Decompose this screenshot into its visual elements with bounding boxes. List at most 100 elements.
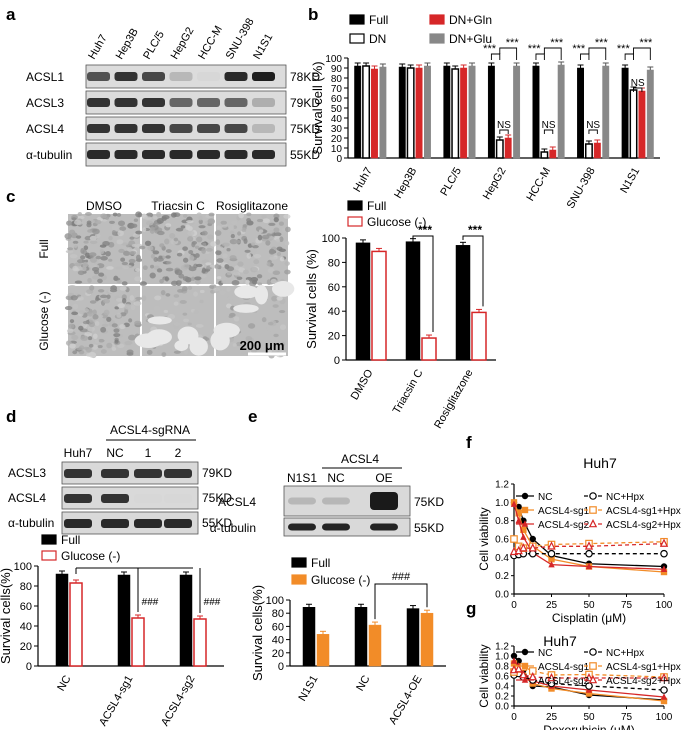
- cell-texture: [105, 250, 111, 257]
- cell-texture: [205, 247, 213, 252]
- bar: [117, 574, 131, 667]
- cell-texture: [159, 279, 164, 284]
- empty-area: [234, 285, 259, 299]
- cell-texture: [144, 216, 152, 220]
- cell-texture: [226, 286, 231, 292]
- cell-texture: [90, 257, 98, 263]
- y-tick-label: 60: [272, 621, 284, 633]
- cell-texture: [250, 266, 259, 273]
- y-tick-label: 1.2: [495, 480, 509, 491]
- cell-texture: [173, 237, 179, 242]
- cell-texture: [180, 225, 186, 229]
- data-point: [660, 697, 668, 705]
- data-point: [660, 568, 668, 576]
- cell-texture: [201, 230, 208, 236]
- cell-texture: [87, 326, 95, 332]
- cell-texture: [228, 225, 235, 231]
- cell-texture: [111, 229, 117, 236]
- cell-texture: [134, 320, 142, 326]
- panel-letter-d: d: [6, 407, 16, 426]
- cell-texture: [265, 348, 273, 354]
- cell-texture: [155, 257, 164, 262]
- significance-bracket: [543, 47, 562, 60]
- bar: [532, 65, 540, 159]
- protein-band: [64, 519, 92, 528]
- cell-texture: [183, 349, 189, 355]
- legend-swatch: [41, 534, 57, 545]
- cell-texture: [249, 249, 257, 254]
- x-category-label: PLC/5: [438, 166, 464, 198]
- protein-label: ACSL1: [26, 70, 64, 84]
- cell-texture: [144, 240, 152, 247]
- cell-texture: [216, 225, 221, 230]
- significance-bracket: [490, 53, 501, 60]
- legend-swatch: [291, 574, 307, 585]
- x-tick-label: 75: [621, 600, 633, 611]
- empty-area: [189, 337, 208, 356]
- cell-texture: [163, 309, 169, 313]
- bar: [584, 143, 593, 159]
- data-point: [585, 549, 593, 558]
- cell-texture: [89, 300, 97, 304]
- y-tick-label: 0.0: [495, 590, 509, 601]
- protein-band: [169, 72, 193, 81]
- cell-texture: [247, 323, 256, 329]
- micrograph-column-label: DMSO: [86, 199, 122, 213]
- cell-texture: [207, 234, 214, 240]
- cell-texture: [165, 267, 174, 272]
- y-tick-label: 100: [266, 595, 284, 607]
- cell-texture: [142, 227, 147, 232]
- cell-texture: [72, 240, 79, 244]
- y-axis-label: Survival cells(%): [250, 585, 265, 681]
- cell-texture: [182, 257, 189, 263]
- cell-texture: [272, 270, 281, 276]
- y-tick-label: 0.4: [495, 682, 509, 693]
- cell-texture: [92, 228, 100, 235]
- y-tick-label: 0.6: [495, 672, 509, 683]
- legend-label: Glucose (-): [367, 215, 426, 229]
- cell-texture: [266, 325, 274, 332]
- cell-texture: [188, 255, 195, 261]
- cell-texture: [97, 344, 103, 349]
- cell-texture: [276, 251, 281, 257]
- cell-texture: [278, 221, 284, 226]
- protein-band: [101, 469, 129, 478]
- cell-texture: [111, 323, 118, 328]
- significance-bracket: [624, 53, 634, 60]
- y-axis-label: Survival cells (%): [304, 249, 319, 349]
- cell-texture: [149, 272, 156, 279]
- bar: [131, 617, 145, 667]
- data-point: [548, 560, 555, 568]
- data-point: [519, 543, 528, 552]
- cell-texture: [73, 262, 82, 267]
- cell-texture: [80, 247, 85, 254]
- cell-texture: [199, 274, 207, 279]
- lane-label: N1S1: [251, 32, 275, 62]
- cell-texture: [119, 323, 126, 330]
- legend-label: ACSL4-sg1: [538, 506, 590, 517]
- lane-label: NC: [327, 471, 345, 485]
- cell-texture: [248, 343, 253, 350]
- cell-texture: [216, 246, 224, 251]
- cell-texture: [65, 249, 74, 254]
- protein-band: [114, 124, 138, 133]
- cell-texture: [216, 258, 224, 263]
- cell-texture: [284, 261, 290, 266]
- data-point: [521, 492, 529, 500]
- cell-texture: [113, 328, 120, 333]
- cell-texture: [84, 331, 93, 337]
- cell-texture: [268, 248, 275, 255]
- cell-texture: [198, 225, 206, 229]
- protein-band: [370, 492, 398, 510]
- cell-texture: [243, 238, 248, 244]
- cell-texture: [170, 212, 177, 218]
- cell-texture: [276, 296, 283, 301]
- cell-texture: [256, 218, 264, 223]
- legend-label: ACSL4-sg2: [538, 520, 590, 531]
- y-tick-label: 20: [20, 641, 32, 653]
- line-chart-g: Huh7 0.00.20.40.60.81.01.2 0 25 50 75 100 Doxor…: [477, 633, 681, 730]
- bar: [621, 67, 629, 159]
- cell-texture: [70, 295, 78, 301]
- cell-texture: [242, 224, 248, 228]
